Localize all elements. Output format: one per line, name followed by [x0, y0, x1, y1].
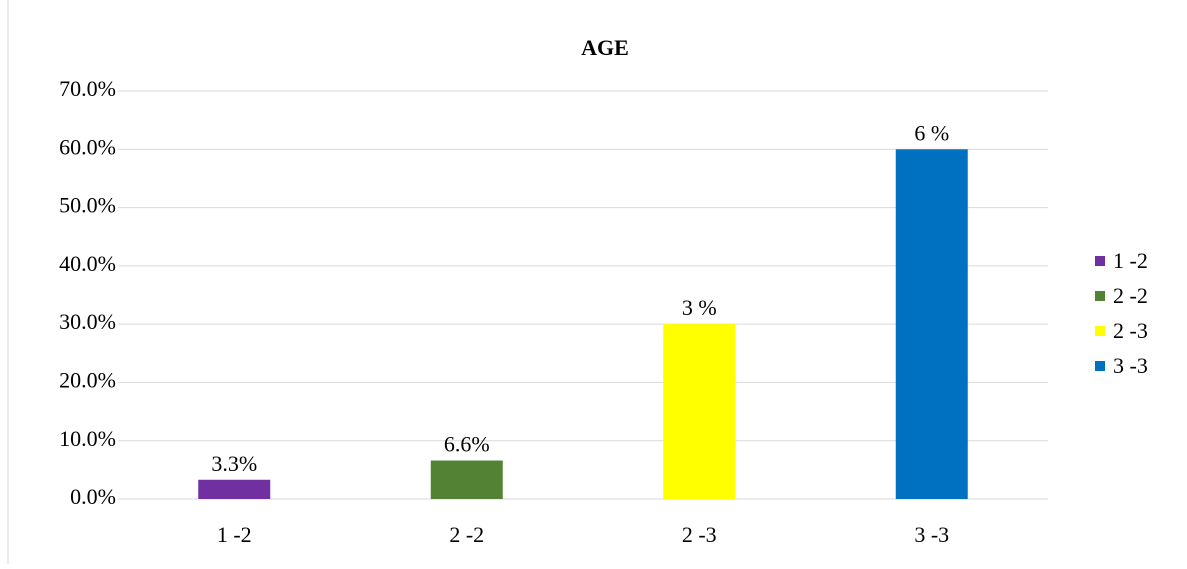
data-label: 3 % [682, 295, 717, 320]
y-tick-label: 0.0% [70, 484, 116, 509]
bar [198, 479, 271, 499]
legend-label: 2 -2 [1113, 283, 1148, 308]
x-tick-label: 1 -2 [217, 522, 252, 547]
legend-swatch [1095, 291, 1105, 301]
bar [895, 149, 968, 500]
y-tick-label: 50.0% [59, 193, 116, 218]
y-tick-label: 70.0% [59, 76, 116, 101]
legend-swatch [1095, 256, 1105, 266]
data-label: 3.3% [211, 451, 257, 476]
data-label: 6.6% [444, 432, 490, 457]
y-tick-label: 10.0% [59, 426, 116, 451]
y-tick-label: 30.0% [59, 309, 116, 334]
legend-swatch [1095, 326, 1105, 336]
y-tick-label: 60.0% [59, 134, 116, 159]
y-tick-label: 40.0% [59, 251, 116, 276]
x-tick-label: 2 -2 [449, 522, 484, 547]
x-tick-label: 3 -3 [914, 522, 949, 547]
legend-label: 2 -3 [1113, 318, 1148, 343]
x-tick-label: 2 -3 [682, 522, 717, 547]
bar [663, 324, 736, 499]
legend-label: 3 -3 [1113, 353, 1148, 378]
chart-title: AGE [581, 35, 629, 60]
legend-swatch [1095, 361, 1105, 371]
data-label: 6 % [914, 120, 949, 145]
bar [430, 460, 503, 499]
y-tick-label: 20.0% [59, 367, 116, 392]
legend-label: 1 -2 [1113, 248, 1148, 273]
